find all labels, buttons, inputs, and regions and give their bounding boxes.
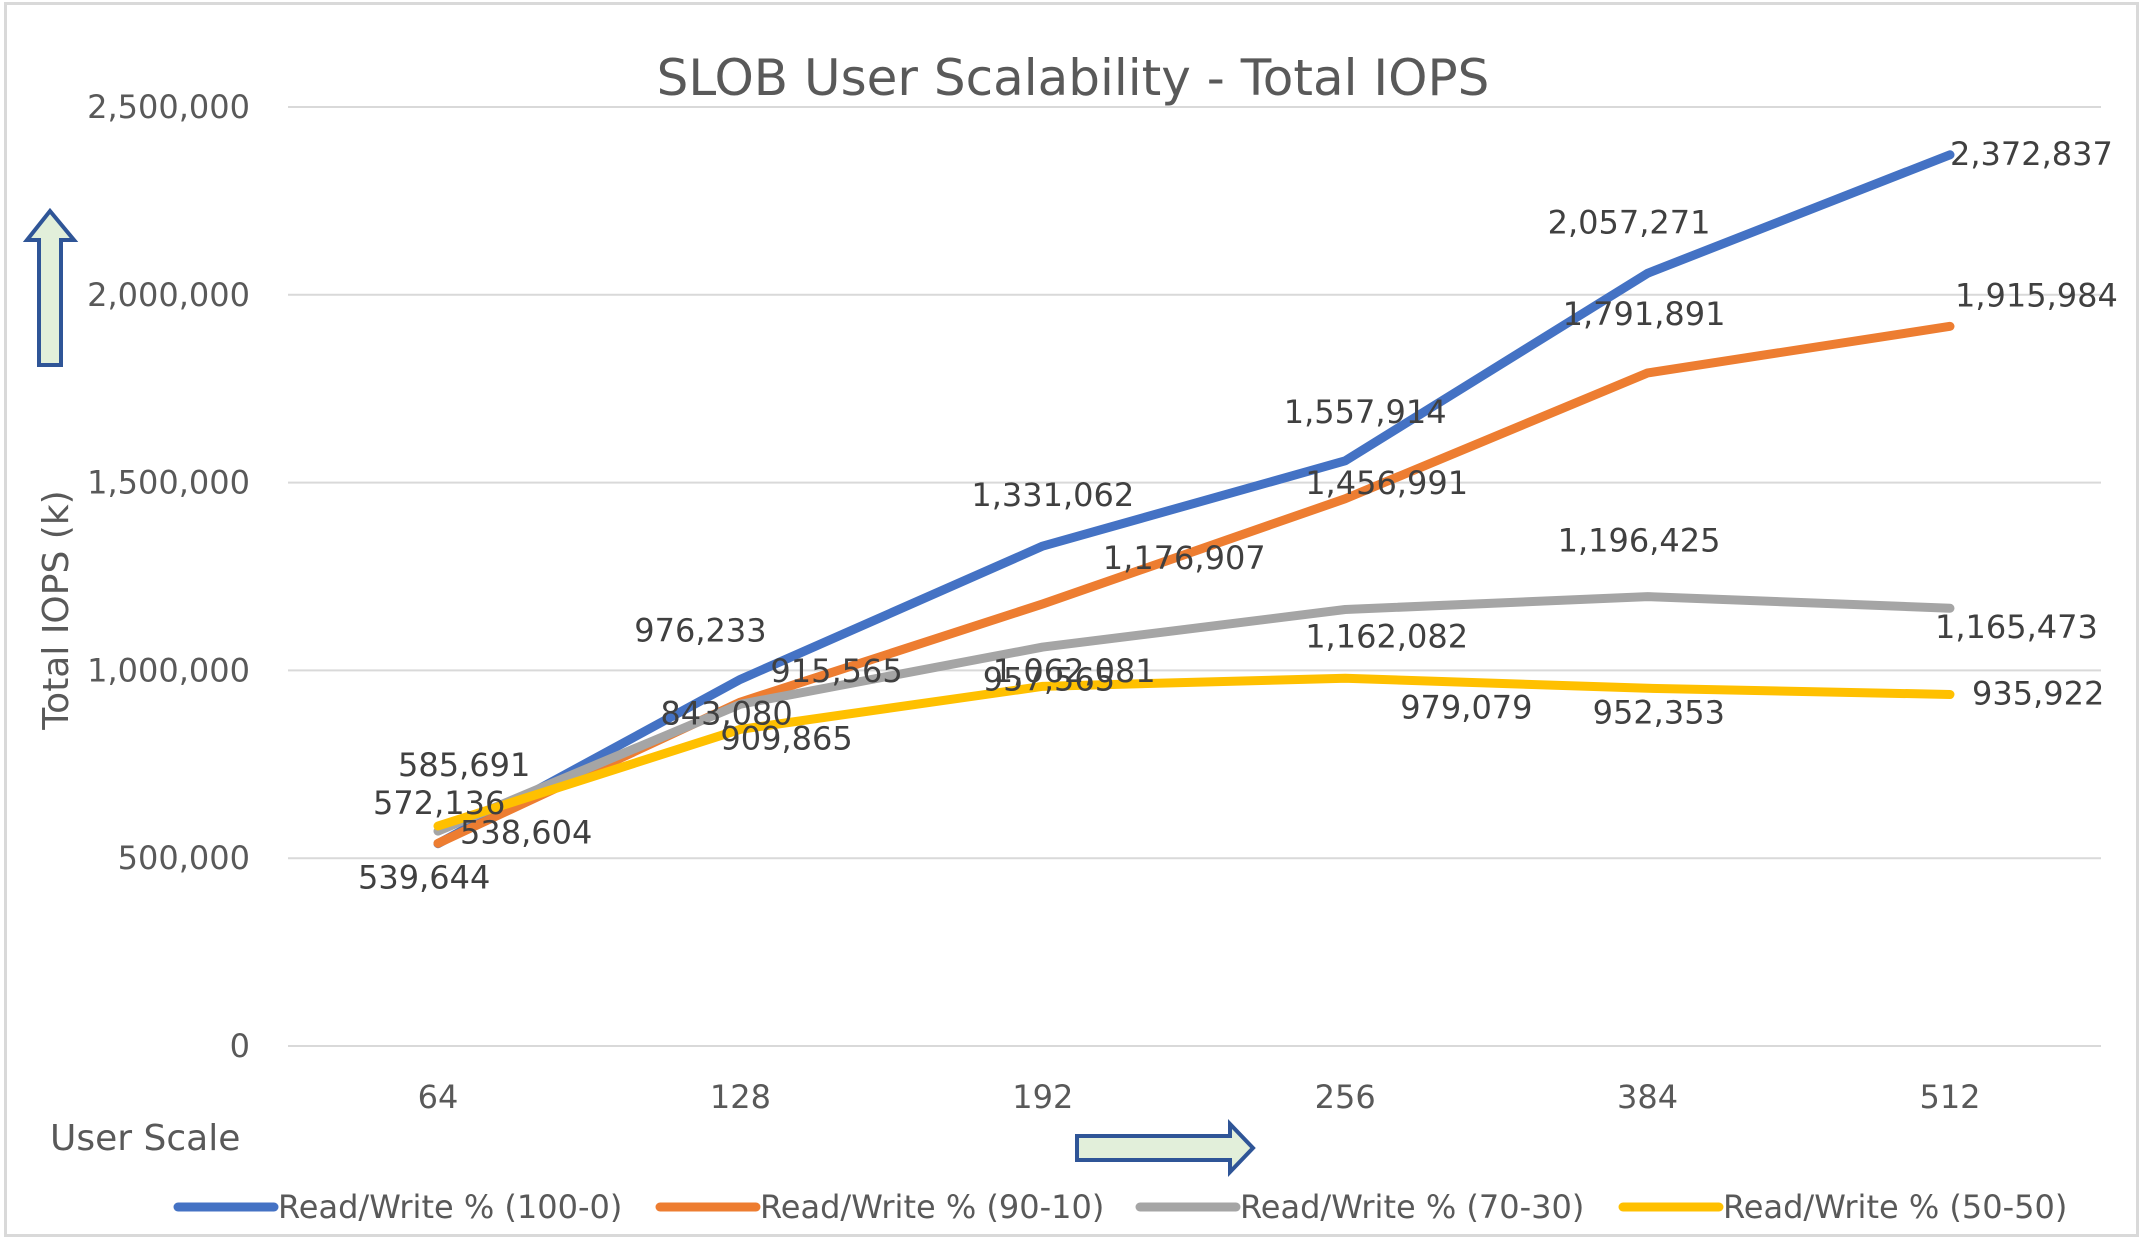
y-axis-title: Total IOPS (k)	[36, 490, 77, 730]
series-line	[433, 592, 1955, 836]
legend: Read/Write % (100-0) Read/Write % (90-10)…	[173, 1188, 2067, 1226]
x-tick-label: 256	[1315, 1078, 1376, 1116]
y-tick-label: 500,000	[118, 839, 250, 877]
chart-title: SLOB User Scalability - Total IOPS	[657, 49, 1490, 107]
y-tick-labels: 0 500,000 1,000,000 1,500,000 2,000,000 2,500…	[87, 88, 250, 1065]
x-tick-label: 512	[1919, 1078, 1980, 1116]
data-label: 585,691	[398, 746, 530, 784]
data-label: 1,165,473	[1935, 608, 2098, 646]
data-label: 539,644	[358, 858, 490, 896]
x-tick-label: 192	[1012, 1078, 1073, 1116]
data-label: 1,162,082	[1305, 618, 1468, 656]
series-line	[433, 321, 1955, 848]
data-label: 1,176,907	[1103, 539, 1266, 577]
y-tick-label: 2,500,000	[87, 88, 250, 126]
up-arrow-icon	[22, 207, 79, 367]
x-tick-label: 128	[710, 1078, 771, 1116]
data-label: 1,791,891	[1563, 295, 1726, 333]
x-axis-title: User Scale	[50, 1118, 240, 1159]
legend-label: Read/Write % (100-0)	[278, 1188, 622, 1226]
series-lines	[433, 150, 1955, 849]
data-label: 2,372,837	[1950, 135, 2113, 173]
x-tick-label: 64	[418, 1078, 459, 1116]
data-label: 2,057,271	[1548, 203, 1711, 241]
data-label: 1,557,914	[1284, 393, 1447, 431]
legend-label: Read/Write % (90-10)	[760, 1188, 1104, 1226]
legend-label: Read/Write % (50-50)	[1723, 1188, 2067, 1226]
series-line	[433, 150, 1955, 849]
y-tick-label: 2,000,000	[87, 276, 250, 314]
data-label: 976,233	[634, 611, 766, 649]
series-line	[433, 673, 1955, 831]
gridlines	[288, 106, 2101, 1047]
data-labels: 538,604 976,233 1,331,062 1,557,914 2,057,27…	[358, 135, 2118, 897]
chart-frame	[4, 2, 2139, 1237]
x-tick-label: 384	[1617, 1078, 1678, 1116]
x-tick-labels: 64 128 192 256 384 512	[418, 1078, 1981, 1116]
data-label: 843,080	[660, 694, 792, 732]
data-label: 1,062,081	[993, 652, 1156, 690]
data-label: 1,456,991	[1305, 464, 1468, 502]
data-label: 1,331,062	[971, 476, 1134, 514]
y-tick-label: 1,000,000	[87, 651, 250, 689]
data-label: 909,865	[720, 719, 852, 757]
y-tick-label: 1,500,000	[87, 464, 250, 502]
legend-label: Read/Write % (70-30)	[1240, 1188, 1584, 1226]
data-label: 957,565	[983, 660, 1115, 698]
data-label: 1,196,425	[1558, 522, 1721, 560]
y-tick-label: 0	[230, 1027, 250, 1065]
right-arrow-icon	[1075, 1119, 1256, 1177]
data-label: 572,136	[373, 784, 505, 822]
data-label: 1,915,984	[1955, 276, 2118, 314]
data-label: 935,922	[1972, 674, 2104, 712]
data-label: 915,565	[770, 652, 902, 690]
data-label: 952,353	[1593, 693, 1725, 731]
data-label: 979,079	[1400, 688, 1532, 726]
data-label: 538,604	[460, 814, 592, 852]
